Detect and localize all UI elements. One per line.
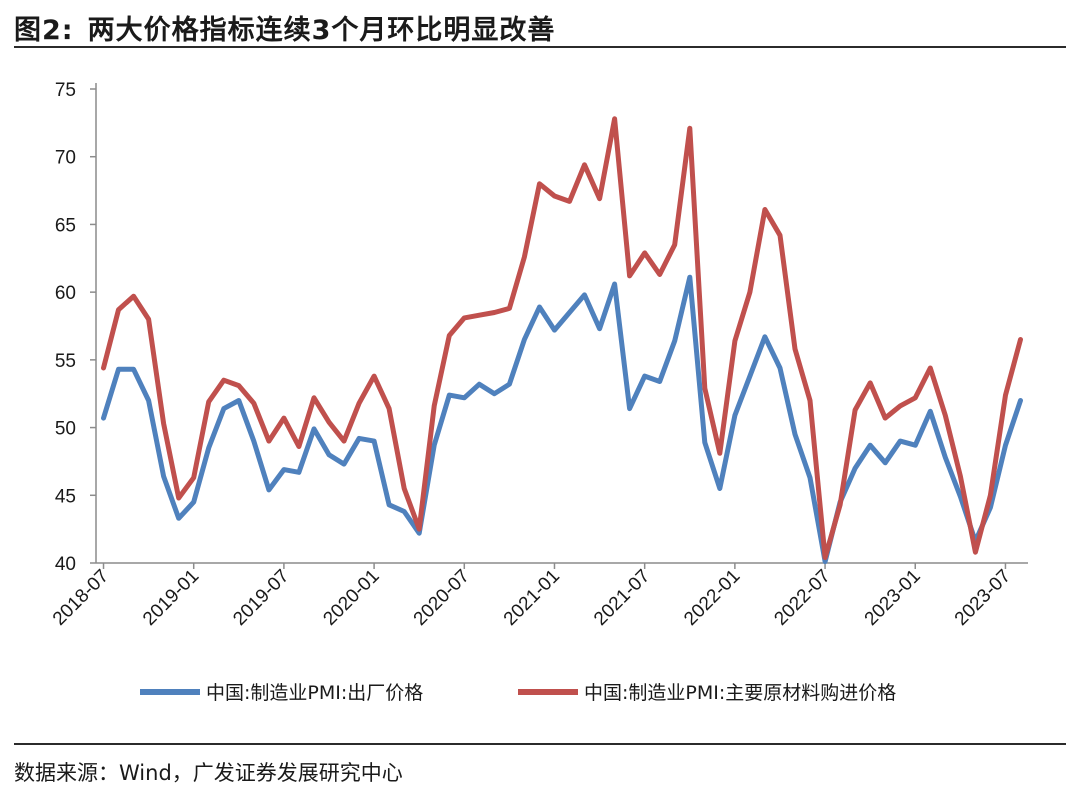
x-tick-label: 2018-07 bbox=[49, 566, 113, 630]
x-tick-label: 2020-07 bbox=[410, 566, 474, 630]
axes: 40 45 50 55 60 65 70 75 2018-07 2019-01 2019-07 202… bbox=[49, 80, 1028, 630]
source-footer: 数据来源：Wind，广发证券发展研究中心 bbox=[14, 743, 1066, 787]
legend-item-input-price: 中国:制造业PMI:主要原材料购进价格 bbox=[518, 678, 896, 705]
legend: 中国:制造业PMI:出厂价格 中国:制造业PMI:主要原材料购进价格 bbox=[0, 678, 1080, 708]
legend-label: 中国:制造业PMI:出厂价格 bbox=[206, 682, 424, 704]
y-tick-label: 50 bbox=[55, 419, 76, 440]
x-tick-label: 2021-01 bbox=[500, 566, 564, 630]
x-tick-label: 2019-01 bbox=[139, 566, 203, 630]
legend-swatch-red bbox=[518, 688, 578, 695]
x-tick-label: 2023-01 bbox=[861, 566, 925, 630]
x-tick-label: 2020-01 bbox=[319, 566, 383, 630]
y-tick-label: 75 bbox=[55, 80, 76, 101]
y-tick-label: 45 bbox=[55, 486, 76, 507]
x-tick-label: 2021-07 bbox=[590, 566, 654, 630]
x-tick-label: 2022-07 bbox=[770, 566, 834, 630]
figure-number: 图2: bbox=[14, 15, 74, 46]
chart-title: 两大价格指标连续3个月环比明显改善 bbox=[87, 15, 556, 46]
y-tick-label: 55 bbox=[55, 351, 76, 372]
x-tick-label: 2022-01 bbox=[680, 566, 744, 630]
series-line-1 bbox=[101, 116, 1023, 561]
figure-title: 图2: 两大价格指标连续3个月环比明显改善 bbox=[14, 8, 555, 47]
line-chart: 40 45 50 55 60 65 70 75 2018-07 2019-01 2019-07 202… bbox=[49, 80, 1028, 630]
x-tick-label: 2023-07 bbox=[951, 566, 1015, 630]
series-layer bbox=[101, 116, 1023, 565]
title-bar: 图2: 两大价格指标连续3个月环比明显改善 bbox=[14, 4, 1066, 48]
legend-swatch-blue bbox=[140, 688, 200, 695]
legend-label: 中国:制造业PMI:主要原材料购进价格 bbox=[584, 682, 897, 704]
y-tick-label: 60 bbox=[55, 283, 76, 304]
source-note: 数据来源：Wind，广发证券发展研究中心 bbox=[14, 761, 403, 785]
y-tick-label: 70 bbox=[55, 148, 76, 169]
y-tick-label: 40 bbox=[55, 554, 76, 575]
series-line-0 bbox=[101, 274, 1023, 565]
x-tick-label: 2019-07 bbox=[229, 566, 293, 630]
y-tick-label: 65 bbox=[55, 215, 76, 236]
legend-item-ppi-output: 中国:制造业PMI:出厂价格 bbox=[140, 678, 423, 705]
